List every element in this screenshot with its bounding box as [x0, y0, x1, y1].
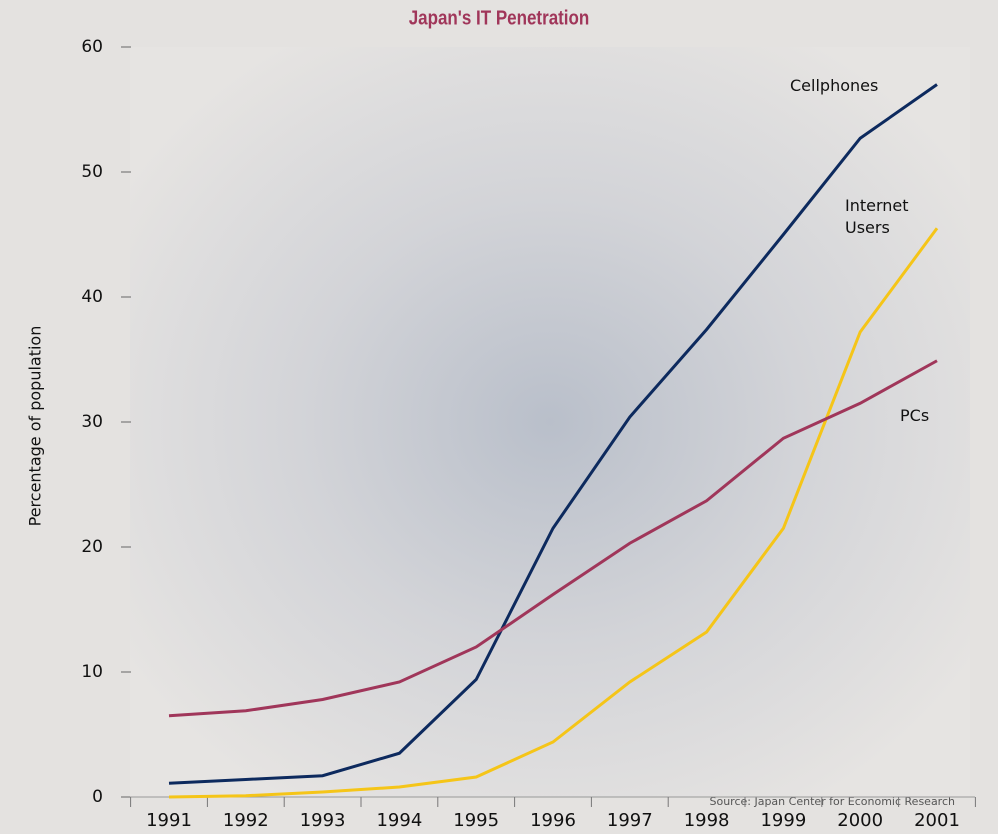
plot-background: [130, 47, 970, 797]
x-tick-label: 2001: [914, 810, 960, 831]
series-line: [168, 83, 938, 785]
y-axis-label: Percentage of population: [26, 326, 45, 527]
series-label: Internet Users: [845, 196, 909, 237]
series-label: PCs: [900, 406, 930, 425]
chart-title: Japan's IT Penetration: [409, 6, 590, 29]
x-tick-label: 1999: [760, 810, 806, 831]
series-line: [168, 359, 938, 718]
y-tick-label: 60: [81, 37, 103, 57]
series-label: Cellphones: [790, 76, 879, 95]
y-tick-label: 0: [92, 787, 103, 807]
x-tick-label: 1992: [223, 810, 269, 831]
x-tick-label: 1996: [530, 810, 576, 831]
x-tick-label: 1991: [146, 810, 192, 831]
x-tick-label: 1994: [376, 810, 422, 831]
y-tick-label: 40: [81, 287, 103, 307]
series-line: [168, 227, 939, 799]
x-tick-label: 1997: [607, 810, 653, 831]
y-tick-label: 20: [81, 537, 103, 557]
x-tick-label: 1995: [453, 810, 499, 831]
source-note: Source: Japan Center for Economic Resear…: [709, 795, 955, 808]
x-tick-label: 2000: [837, 810, 883, 831]
y-tick-label: 50: [81, 162, 103, 182]
x-tick-label: 1998: [684, 810, 730, 831]
x-tick-label: 1993: [300, 810, 346, 831]
y-tick-label: 10: [81, 662, 103, 682]
y-tick-label: 30: [81, 412, 103, 432]
